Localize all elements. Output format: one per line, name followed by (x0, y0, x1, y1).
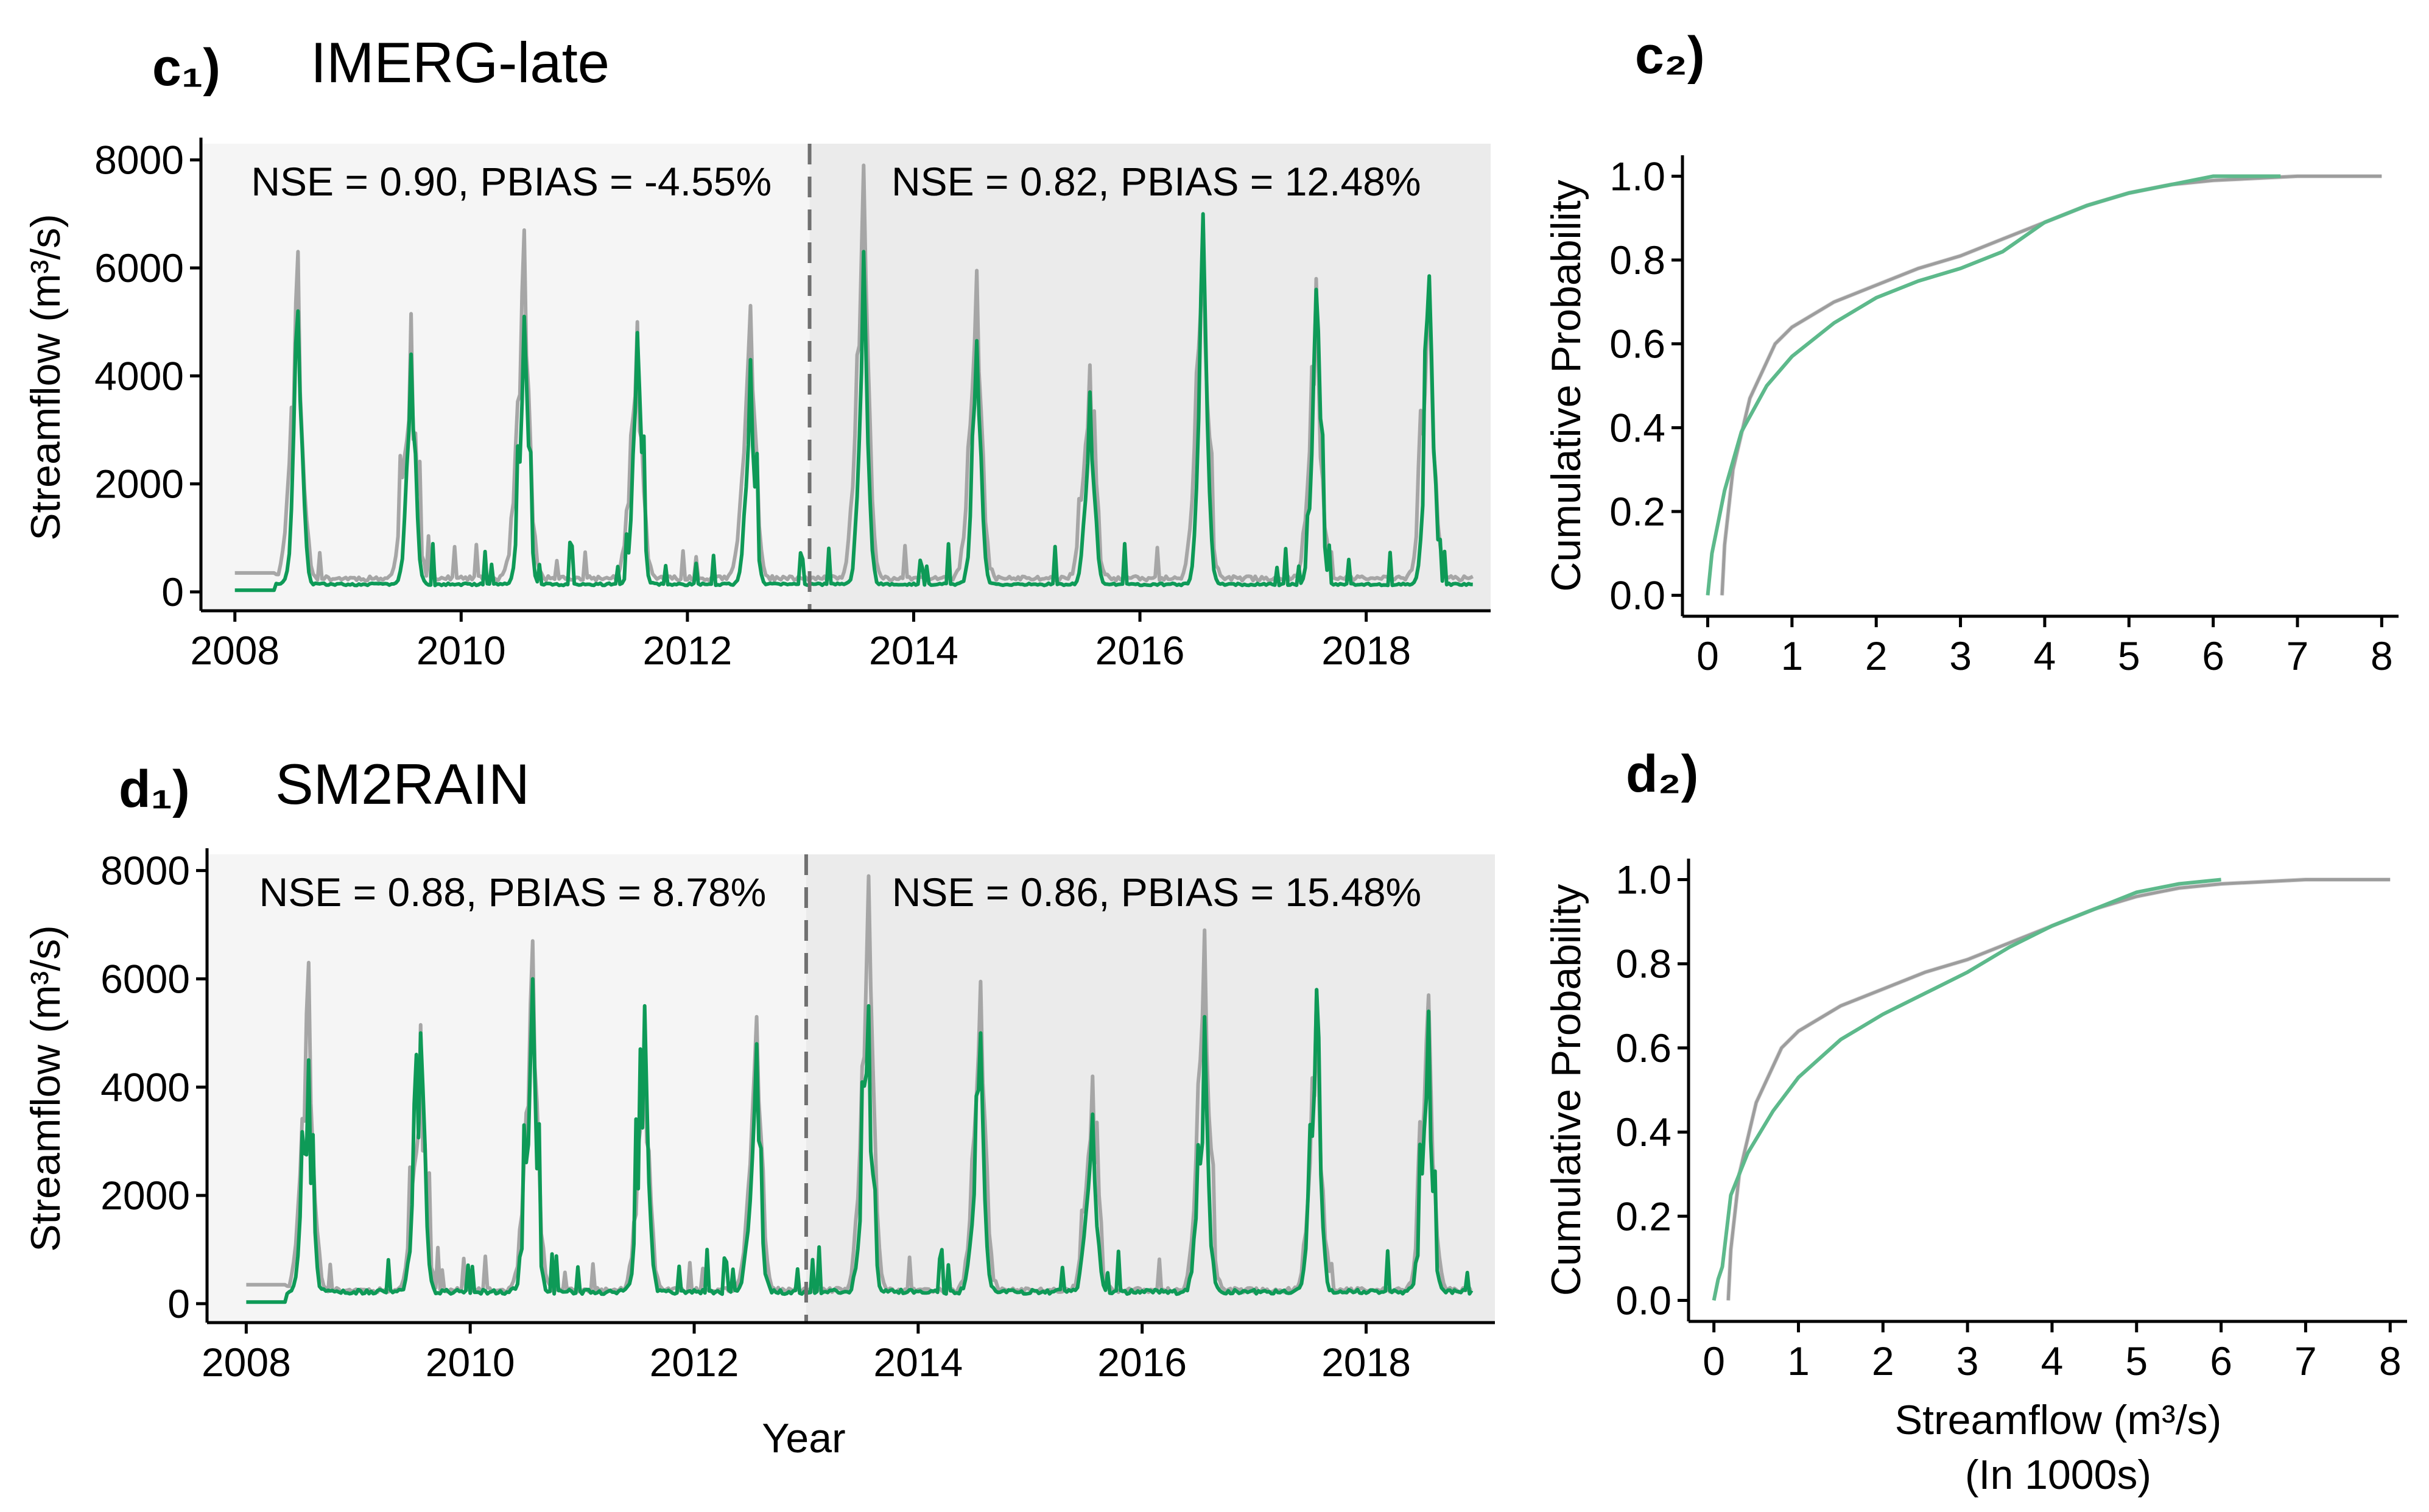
panel-title-d1: SM2RAIN (275, 752, 530, 816)
x-tick-label: 2016 (1097, 1340, 1187, 1385)
x-tick-label: 2018 (1321, 1340, 1411, 1385)
validation-background (809, 144, 1491, 611)
cdf-chart-c2: 0.0 0.2 0.4 0.6 0.8 1.0 0 1 2 3 4 5 6 7 8 Cumulative P… (1543, 153, 2399, 678)
y-tick-label: 2000 (94, 462, 184, 507)
x-tick-label: 6 (2210, 1338, 2232, 1384)
x-tick-label: 7 (2287, 633, 2309, 678)
axes: 0 2000 4000 6000 8000 2008 2010 2012 2014 2016 201… (94, 138, 1491, 673)
y-tick-label: 0.8 (1615, 941, 1671, 986)
x-tick-label: 8 (2379, 1338, 2402, 1384)
y-axis-title: Cumulative Probability (1543, 180, 1589, 592)
series-group (234, 163, 1474, 592)
y-tick-label: 0.4 (1615, 1109, 1671, 1155)
validation-background (806, 854, 1495, 1323)
observed-cdf-light-line (1720, 174, 2382, 596)
y-axis-title: Streamflow (m³/s) (23, 925, 69, 1251)
x-tick-label: 2 (1872, 1338, 1894, 1384)
x-tick-label: 1 (1787, 1338, 1810, 1384)
nse-validation-text: NSE = 0.82, PBIAS = 12.48% (891, 159, 1421, 204)
axes: 0 2000 4000 6000 8000 2008 2010 2012 2014 2016 201… (100, 848, 1495, 1385)
y-tick-label: 0.2 (1615, 1194, 1671, 1239)
y-tick-label: 0.8 (1609, 237, 1665, 283)
x-tick-label: 3 (1949, 633, 1972, 678)
y-tick-label: 8000 (100, 848, 190, 893)
x-tick-label: 8 (2371, 633, 2393, 678)
y-tick-label: 1.0 (1615, 857, 1671, 902)
x-axis-title: Year (762, 1415, 845, 1461)
x-tick-label: 2014 (869, 628, 958, 673)
y-axis-title: Streamflow (m³/s) (23, 214, 69, 540)
y-tick-label: 0.0 (1615, 1278, 1671, 1323)
panel-label-c1: c₁) (152, 38, 220, 97)
x-tick-label: 2010 (417, 628, 506, 673)
x-tick-label: 7 (2294, 1338, 2317, 1384)
observed-cdf-light-line (1726, 877, 2391, 1301)
y-tick-label: 6000 (100, 956, 190, 1001)
x-tick-label: 6 (2202, 633, 2224, 678)
nse-validation-text: NSE = 0.86, PBIAS = 15.48% (892, 870, 1422, 915)
nse-calibration-text: NSE = 0.90, PBIAS = -4.55% (251, 159, 772, 204)
x-tick-label: 2012 (642, 628, 732, 673)
axes: 0.0 0.2 0.4 0.6 0.8 1.0 0 1 2 3 4 5 6 7 8 (1615, 857, 2407, 1384)
observed-series-line (246, 874, 1473, 1295)
panel-label-d2: d₂) (1626, 745, 1698, 803)
panel-label-d1: d₁) (119, 760, 190, 818)
x-tick-label: 2012 (650, 1340, 739, 1385)
observed-series-line (234, 163, 1474, 583)
x-tick-label: 2 (1865, 633, 1888, 678)
y-tick-label: 0.0 (1609, 573, 1665, 618)
y-tick-label: 6000 (94, 245, 184, 290)
panel-label-c2: c₂) (1635, 26, 1705, 85)
nse-calibration-text: NSE = 0.88, PBIAS = 8.78% (259, 870, 767, 915)
y-tick-label: 1.0 (1609, 153, 1665, 199)
y-tick-label: 0.4 (1609, 405, 1665, 450)
series-group (1706, 174, 2382, 596)
x-tick-label: 2018 (1321, 628, 1411, 673)
axes: 0.0 0.2 0.4 0.6 0.8 1.0 0 1 2 3 4 5 6 7 8 (1609, 153, 2399, 678)
simulated-series-line (246, 977, 1474, 1304)
x-tick-label: 2016 (1095, 628, 1185, 673)
y-tick-label: 4000 (100, 1064, 190, 1109)
panel-title-c1: IMERG-late (311, 30, 610, 94)
timeseries-chart-d1: 0 2000 4000 6000 8000 2008 2010 2012 2014 2016 201… (23, 848, 1495, 1461)
series-group (1712, 877, 2391, 1301)
x-tick-label: 0 (1696, 633, 1719, 678)
x-tick-label: 4 (2041, 1338, 2064, 1384)
x-tick-label: 5 (2125, 1338, 2148, 1384)
y-axis-title: Cumulative Probability (1543, 884, 1589, 1296)
observed-cdf-line (1726, 878, 2391, 1301)
timeseries-chart-c1: 0 2000 4000 6000 8000 2008 2010 2012 2014 2016 201… (23, 138, 1491, 673)
x-axis-title-units: (In 1000s) (1965, 1452, 2151, 1498)
y-tick-label: 0 (167, 1281, 190, 1326)
y-tick-label: 2000 (100, 1173, 190, 1218)
x-tick-label: 0 (1703, 1338, 1725, 1384)
x-tick-label: 2008 (202, 1340, 291, 1385)
series-group (246, 874, 1474, 1304)
simulated-series-line (234, 212, 1473, 592)
y-tick-label: 4000 (94, 353, 184, 398)
y-tick-label: 0.2 (1609, 489, 1665, 534)
x-axis-title: Streamflow (m³/s) (1895, 1397, 2221, 1443)
x-tick-label: 2014 (873, 1340, 963, 1385)
y-tick-label: 0.6 (1609, 322, 1665, 367)
simulated-cdf-line (1712, 877, 2221, 1301)
x-tick-label: 4 (2034, 633, 2056, 678)
x-tick-label: 3 (1956, 1338, 1979, 1384)
x-tick-label: 2008 (190, 628, 279, 673)
simulated-cdf-line (1706, 174, 2281, 596)
observed-cdf-line (1720, 174, 2382, 596)
x-tick-label: 5 (2118, 633, 2140, 678)
y-tick-label: 0 (161, 569, 184, 614)
y-tick-label: 0.6 (1615, 1025, 1671, 1071)
y-tick-label: 8000 (94, 138, 184, 183)
x-tick-label: 2010 (426, 1340, 515, 1385)
cdf-chart-d2: 0.0 0.2 0.4 0.6 0.8 1.0 0 1 2 3 4 5 6 7 8 Cumulative P… (1543, 857, 2407, 1498)
x-tick-label: 1 (1780, 633, 1803, 678)
calibration-background (201, 144, 810, 611)
